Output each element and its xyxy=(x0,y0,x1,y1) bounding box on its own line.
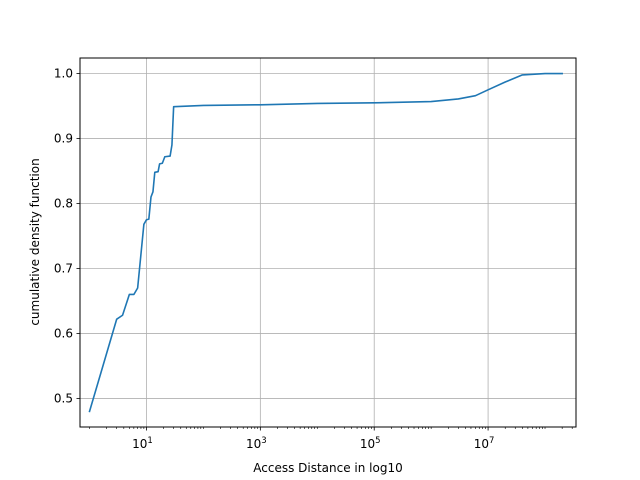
x-tick-label: 103 xyxy=(246,436,267,451)
x-axis-ticks: 101 103 105 107 xyxy=(89,427,573,451)
x-tick-label: 105 xyxy=(360,436,381,451)
y-tick-label: 0.8 xyxy=(54,197,73,211)
x-tick-label: 107 xyxy=(474,436,495,451)
y-axis-title: cumulative density function xyxy=(28,158,42,325)
grid-lines xyxy=(80,58,576,427)
y-tick-label: 0.7 xyxy=(54,261,73,275)
x-axis-title: Access Distance in log10 xyxy=(253,461,403,475)
y-tick-label: 0.6 xyxy=(54,326,73,340)
y-axis-ticks: 0.5 0.6 0.7 0.8 0.9 1.0 xyxy=(54,67,80,405)
plot-area xyxy=(80,58,576,427)
y-tick-label: 0.9 xyxy=(54,132,73,146)
y-tick-label: 1.0 xyxy=(54,67,73,81)
plot-frame xyxy=(79,57,577,428)
x-tick-label: 101 xyxy=(132,436,153,451)
series-line xyxy=(88,72,563,413)
y-tick-label: 0.5 xyxy=(54,391,73,405)
series-layer xyxy=(88,72,563,413)
